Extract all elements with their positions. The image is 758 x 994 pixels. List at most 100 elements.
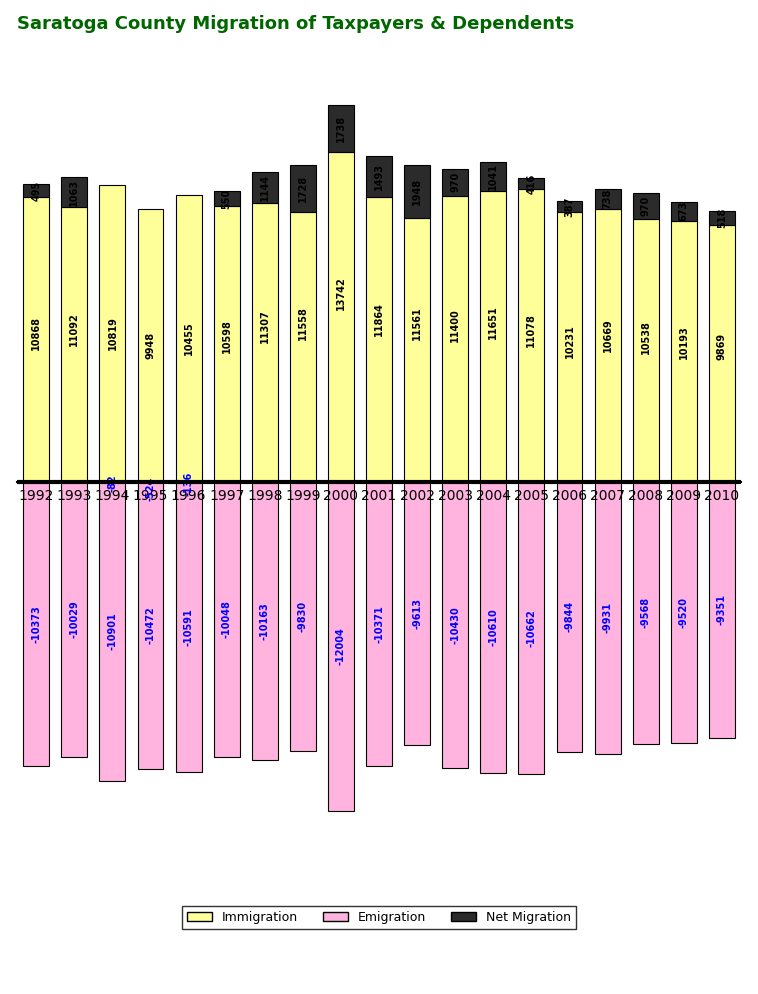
Bar	[442, 482, 468, 767]
Bar	[252, 172, 277, 203]
Bar	[214, 482, 240, 757]
Text: -10662: -10662	[526, 609, 537, 647]
Text: 10669: 10669	[603, 318, 612, 352]
Bar	[481, 191, 506, 482]
Bar	[518, 482, 544, 774]
Text: 11400: 11400	[450, 308, 460, 342]
Legend: Immigration, Emigration, Net Migration: Immigration, Emigration, Net Migration	[182, 907, 576, 929]
Text: 11558: 11558	[298, 306, 308, 340]
Text: 9869: 9869	[717, 333, 727, 360]
Text: -10373: -10373	[31, 605, 41, 643]
Text: 11561: 11561	[412, 306, 422, 340]
Bar	[176, 482, 202, 485]
Text: 1493: 1493	[374, 163, 384, 190]
Text: 10193: 10193	[678, 325, 689, 359]
Text: -10472: -10472	[146, 606, 155, 644]
Bar	[671, 221, 697, 482]
Text: 11864: 11864	[374, 302, 384, 336]
Text: 518: 518	[717, 208, 727, 229]
Text: 11307: 11307	[260, 310, 270, 344]
Bar	[709, 482, 735, 738]
Text: -9931: -9931	[603, 602, 612, 633]
Bar	[404, 165, 430, 218]
Text: -10901: -10901	[108, 612, 117, 650]
Bar	[138, 209, 164, 482]
Text: 10455: 10455	[183, 321, 193, 355]
Bar	[671, 202, 697, 221]
Bar	[442, 169, 468, 196]
Bar	[556, 201, 582, 212]
Bar	[61, 207, 87, 482]
Text: 10598: 10598	[221, 319, 232, 353]
Text: 738: 738	[603, 189, 612, 210]
Text: -10591: -10591	[183, 608, 193, 646]
Text: 10538: 10538	[641, 320, 650, 354]
Bar	[633, 193, 659, 220]
Text: 387: 387	[565, 196, 575, 217]
Text: 1948: 1948	[412, 178, 422, 205]
Text: 11651: 11651	[488, 305, 498, 339]
Bar	[328, 104, 354, 152]
Bar	[328, 482, 354, 811]
Bar	[23, 482, 49, 766]
Text: -10371: -10371	[374, 605, 384, 643]
Text: 11078: 11078	[526, 313, 537, 347]
Bar	[481, 482, 506, 772]
Bar	[633, 220, 659, 482]
Text: Saratoga County Migration of Taxpayers & Dependents: Saratoga County Migration of Taxpayers &…	[17, 15, 575, 33]
Bar	[709, 211, 735, 226]
Bar	[61, 482, 87, 756]
Bar	[404, 218, 430, 482]
Bar	[290, 212, 316, 482]
Bar	[290, 482, 316, 751]
Text: 11092: 11092	[70, 313, 80, 347]
Bar	[481, 162, 506, 191]
Bar	[138, 482, 164, 496]
Bar	[633, 482, 659, 744]
Bar	[556, 482, 582, 751]
Text: -82: -82	[108, 474, 117, 492]
Text: -10163: -10163	[260, 602, 270, 640]
Text: 1144: 1144	[260, 174, 270, 201]
Bar	[594, 210, 621, 482]
Text: 1063: 1063	[70, 179, 80, 206]
Text: 10819: 10819	[108, 316, 117, 350]
Bar	[328, 152, 354, 482]
Text: 1728: 1728	[298, 175, 308, 202]
Bar	[404, 482, 430, 746]
Bar	[366, 482, 392, 766]
Bar	[671, 482, 697, 743]
Text: 495: 495	[31, 180, 41, 201]
Bar	[99, 482, 125, 780]
Text: 10868: 10868	[31, 316, 41, 350]
Text: 970: 970	[641, 196, 650, 216]
Bar	[23, 197, 49, 482]
Bar	[594, 189, 621, 210]
Text: 416: 416	[526, 173, 537, 194]
Text: 13742: 13742	[336, 276, 346, 310]
Text: -9830: -9830	[298, 600, 308, 632]
Text: 10231: 10231	[565, 324, 575, 358]
Bar	[138, 482, 164, 768]
Bar	[518, 178, 544, 189]
Text: -9844: -9844	[565, 601, 575, 632]
Bar	[290, 165, 316, 212]
Bar	[23, 184, 49, 197]
Text: -10610: -10610	[488, 608, 498, 646]
Bar	[214, 191, 240, 206]
Bar	[176, 482, 202, 772]
Text: 673: 673	[678, 201, 689, 222]
Bar	[61, 178, 87, 207]
Text: -136: -136	[183, 471, 193, 496]
Text: 1041: 1041	[488, 163, 498, 190]
Text: -10430: -10430	[450, 605, 460, 643]
Bar	[214, 206, 240, 482]
Bar	[594, 482, 621, 753]
Text: -9568: -9568	[641, 597, 650, 628]
Text: -9520: -9520	[678, 596, 689, 627]
Text: 9948: 9948	[146, 332, 155, 359]
Bar	[366, 197, 392, 482]
Bar	[99, 482, 125, 484]
Text: -9613: -9613	[412, 598, 422, 629]
Bar	[252, 203, 277, 482]
